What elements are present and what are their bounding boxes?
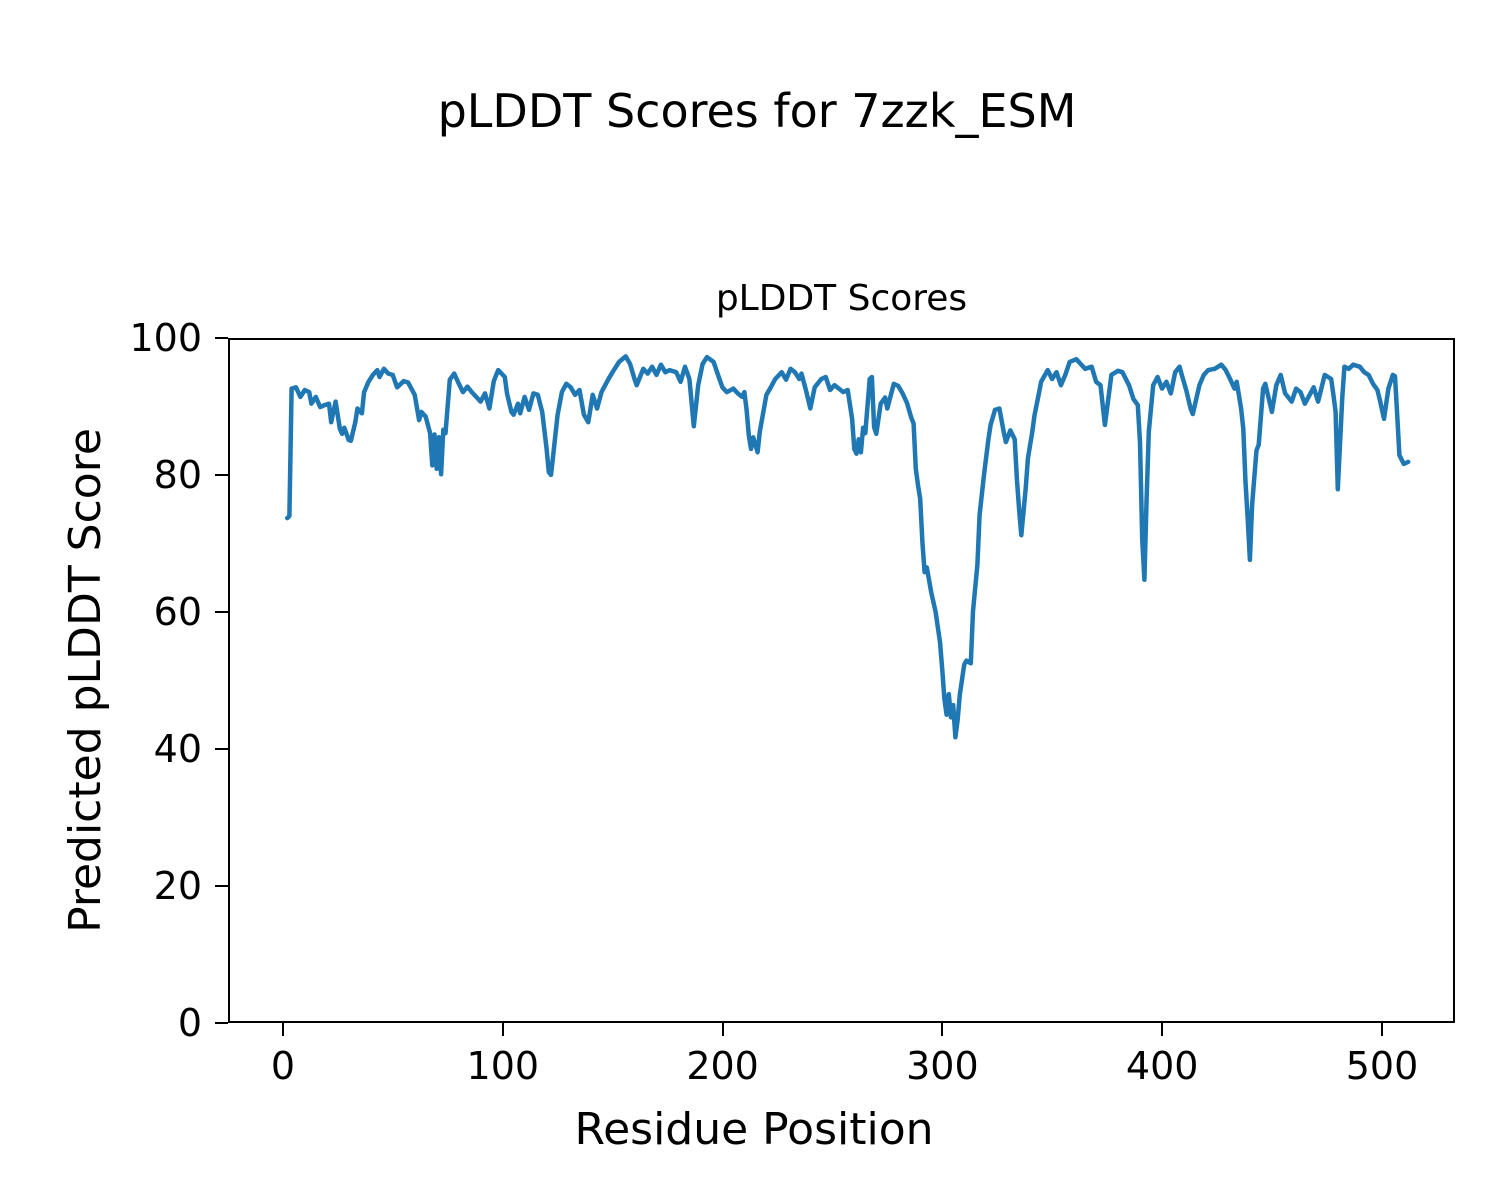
y-tick-mark xyxy=(215,337,228,339)
y-axis-label: Predicted pLDDT Score xyxy=(59,428,111,933)
figure-suptitle: pLDDT Scores for 7zzk_ESM xyxy=(437,84,1077,138)
x-tick-label: 300 xyxy=(906,1044,979,1088)
x-tick-label: 500 xyxy=(1345,1044,1419,1088)
y-tick-mark xyxy=(215,611,228,613)
x-tick-mark xyxy=(1381,1023,1383,1036)
y-tick-label: 60 xyxy=(153,590,202,634)
x-axis-label: Residue Position xyxy=(574,1104,934,1155)
x-tick-label: 0 xyxy=(270,1044,296,1088)
y-tick-mark xyxy=(215,748,228,750)
y-tick-label: 40 xyxy=(153,727,202,771)
y-tick-mark xyxy=(215,885,228,887)
x-tick-label: 100 xyxy=(466,1044,540,1088)
x-tick-mark xyxy=(941,1023,944,1036)
x-tick-mark xyxy=(1161,1023,1164,1036)
y-tick-label: 100 xyxy=(129,316,202,360)
y-tick-label: 20 xyxy=(153,864,202,908)
x-tick-label: 200 xyxy=(686,1044,759,1088)
y-tick-label: 0 xyxy=(177,1001,202,1045)
plddt-line xyxy=(284,354,1411,740)
line-chart-svg xyxy=(284,354,1411,740)
x-tick-mark xyxy=(721,1023,724,1036)
x-tick-label: 400 xyxy=(1125,1044,1199,1088)
y-tick-mark xyxy=(215,474,228,476)
x-tick-mark xyxy=(501,1023,504,1036)
axes-title: pLDDT Scores xyxy=(715,278,968,319)
y-axis-label-wrap: Predicted pLDDT Score xyxy=(59,338,111,1023)
x-tick-mark xyxy=(282,1023,284,1036)
y-tick-label: 80 xyxy=(153,453,202,497)
plot-area xyxy=(228,338,1455,1023)
y-tick-mark xyxy=(215,1022,228,1024)
